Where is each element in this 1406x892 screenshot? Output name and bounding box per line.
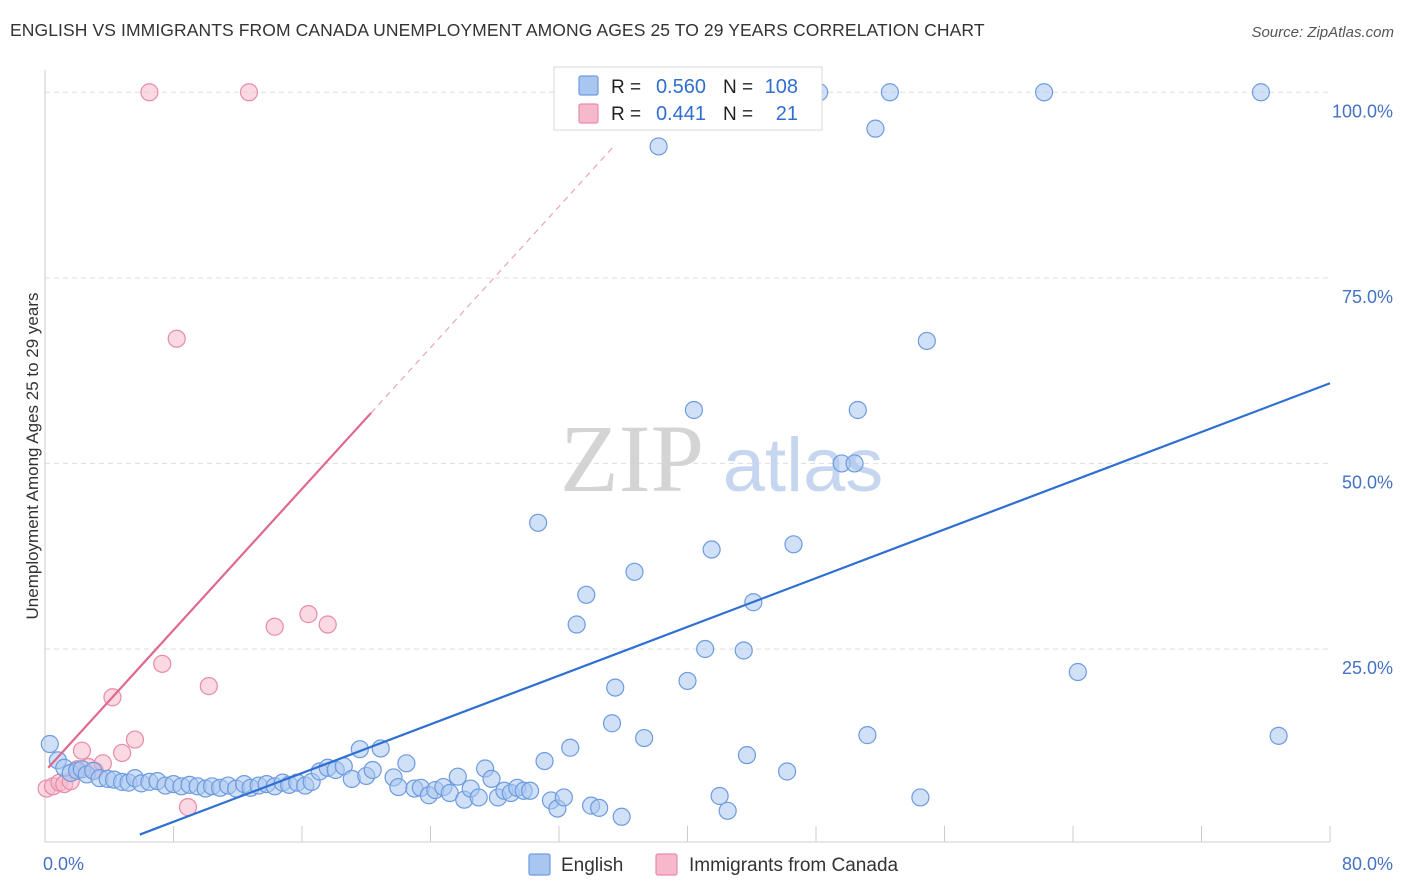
legend-label-canada: Immigrants from Canada: [689, 855, 899, 876]
english-point: [702, 540, 721, 559]
english-point: [734, 641, 753, 660]
english-point: [678, 671, 697, 691]
canada-trend-line: [47, 412, 372, 769]
chart-title: ENGLISH VS IMMIGRANTS FROM CANADA UNEMPL…: [10, 20, 985, 40]
watermark-zip: ZIP: [560, 405, 704, 512]
y-tick-label: 75.0%: [1342, 287, 1393, 307]
english-point: [40, 734, 59, 754]
english-point: [696, 639, 715, 659]
english-point: [606, 678, 625, 697]
canada-point: [153, 654, 172, 673]
english-point: [1034, 83, 1054, 102]
english-point: [684, 400, 704, 420]
canada-point: [125, 730, 145, 749]
english-point: [482, 769, 501, 789]
stats-r-english: 0.560: [656, 76, 706, 98]
english-point: [710, 786, 729, 806]
english-point: [535, 751, 554, 771]
english-point: [590, 798, 609, 817]
stats-legend-frame: [553, 66, 823, 131]
english-point: [397, 754, 416, 773]
english-point: [845, 454, 864, 473]
stats-legend: R = 0.560 N = 108 R = 0.441 N = 21: [553, 66, 823, 131]
english-point: [858, 726, 877, 745]
canada-point: [299, 605, 318, 624]
y-tick-label: 25.0%: [1342, 658, 1393, 678]
legend-swatch-canada: [655, 853, 678, 876]
english-point: [625, 562, 644, 581]
english-point: [520, 781, 540, 800]
stats-r-label-canada: R =: [611, 104, 641, 125]
canada-point: [72, 741, 92, 760]
canada-point: [318, 615, 337, 634]
canada-point: [265, 617, 284, 636]
english-point: [1251, 83, 1271, 102]
grid-lines: [45, 91, 1330, 650]
stats-r-label-english: R =: [611, 77, 641, 98]
english-point: [389, 777, 408, 797]
canada-point: [140, 83, 159, 102]
english-point: [1068, 662, 1087, 682]
english-point: [554, 788, 573, 807]
english-point: [880, 83, 899, 102]
series-legend: English Immigrants from Canada: [528, 853, 899, 876]
y-axis-label: Unemployment Among Ages 25 to 29 years: [23, 293, 42, 620]
english-point: [602, 714, 622, 733]
english-point: [612, 807, 631, 826]
english-point: [577, 585, 596, 604]
canada-point: [239, 83, 259, 102]
canada-point: [199, 677, 218, 696]
english-trend-line: [139, 382, 1331, 836]
english-point: [917, 331, 936, 351]
stats-n-canada: 21: [776, 103, 798, 125]
x-tick-label-min: 0.0%: [43, 854, 84, 874]
english-point: [1269, 726, 1288, 745]
data-points: [37, 83, 1288, 826]
english-point: [784, 535, 803, 554]
english-point: [911, 788, 930, 807]
stats-n-label-english: N =: [723, 77, 753, 98]
y-tick-label: 50.0%: [1342, 472, 1393, 492]
stats-n-label-canada: N =: [723, 104, 753, 125]
canada-trend-extension: [370, 146, 615, 414]
canada-point: [112, 743, 132, 763]
english-point: [363, 760, 382, 780]
english-point: [448, 767, 467, 786]
stats-n-english: 108: [765, 76, 798, 98]
canada-point: [167, 329, 186, 348]
y-tick-label: 100.0%: [1332, 101, 1393, 121]
legend-swatch-english: [528, 853, 551, 876]
english-point: [777, 762, 797, 781]
english-point: [469, 788, 488, 807]
stats-r-canada: 0.441: [656, 103, 706, 125]
tick-labels: 25.0% 50.0% 75.0% 100.0% 0.0% 80.0%: [43, 101, 1393, 874]
english-point: [848, 400, 867, 420]
english-point: [567, 615, 586, 634]
english-point: [635, 728, 654, 748]
x-tick-label-max: 80.0%: [1342, 854, 1393, 874]
trend-lines: [47, 146, 1331, 836]
english-point: [718, 801, 737, 820]
stats-swatch-english: [578, 75, 599, 96]
stats-swatch-canada: [578, 103, 599, 124]
english-point: [866, 119, 885, 138]
english-point: [561, 738, 580, 757]
english-point: [649, 137, 668, 156]
axes: [44, 70, 1331, 843]
english-point: [529, 513, 548, 532]
legend-label-english: English: [561, 855, 623, 876]
source-credit: Source: ZipAtlas.com: [1251, 24, 1394, 41]
english-point: [737, 746, 757, 765]
